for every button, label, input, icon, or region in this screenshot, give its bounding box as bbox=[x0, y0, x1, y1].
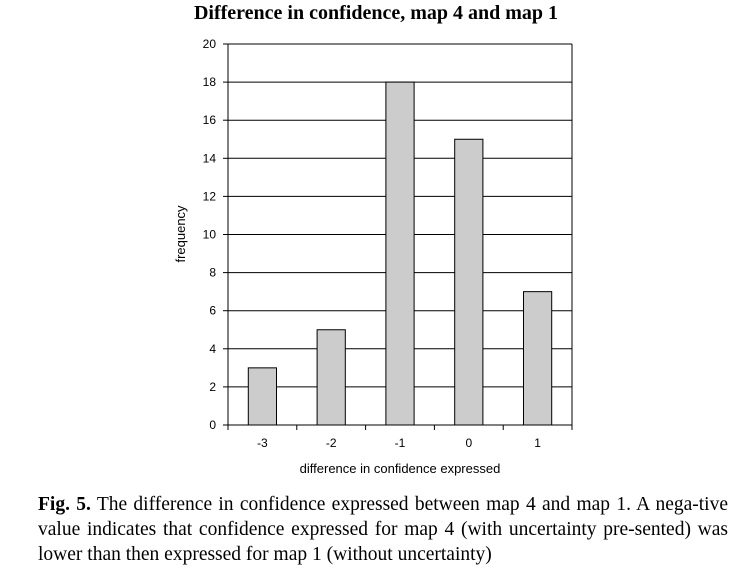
y-tick-label: 0 bbox=[209, 418, 216, 432]
y-tick-label: 12 bbox=[203, 189, 217, 203]
y-tick-label: 10 bbox=[203, 228, 217, 242]
y-tick-label: 18 bbox=[203, 75, 217, 89]
y-tick-label: 16 bbox=[203, 113, 217, 127]
x-tick-label: -3 bbox=[257, 436, 268, 450]
bar bbox=[522, 291, 553, 426]
bar bbox=[316, 329, 346, 426]
y-tick-label: 8 bbox=[209, 266, 216, 280]
x-tick-label: 1 bbox=[534, 436, 541, 450]
bar bbox=[247, 367, 278, 426]
y-tick-label: 14 bbox=[203, 151, 217, 165]
y-tick-label: 4 bbox=[209, 342, 216, 356]
y-tick-label: 2 bbox=[209, 380, 216, 394]
bars bbox=[247, 81, 553, 426]
y-tick-label: 6 bbox=[209, 304, 216, 318]
caption-text: The difference in confidence expressed b… bbox=[38, 494, 728, 565]
figure-label: Fig. 5. bbox=[38, 494, 91, 515]
bar bbox=[385, 81, 415, 426]
chart-title: Difference in confidence, map 4 and map … bbox=[193, 2, 559, 24]
y-tick-label: 20 bbox=[203, 37, 217, 51]
bar-chart: 0 2 4 6 8 10 12 14 16 18 20 -3 -2 -1 0 1 difference in… bbox=[173, 37, 573, 476]
y-axis-label: frequency bbox=[173, 205, 188, 263]
x-tick-label: -2 bbox=[326, 436, 337, 450]
x-tick-label: -1 bbox=[395, 436, 406, 450]
y-tick-labels: 0 2 4 6 8 10 12 14 16 18 20 bbox=[203, 37, 217, 432]
x-tick-label: 0 bbox=[465, 436, 472, 450]
bar bbox=[454, 138, 484, 426]
x-tick-labels: -3 -2 -1 0 1 bbox=[257, 436, 541, 450]
axes bbox=[223, 43, 573, 430]
figure-caption: Fig. 5. The difference in confidence exp… bbox=[38, 492, 728, 567]
x-axis-label: difference in confidence expressed bbox=[300, 461, 501, 476]
